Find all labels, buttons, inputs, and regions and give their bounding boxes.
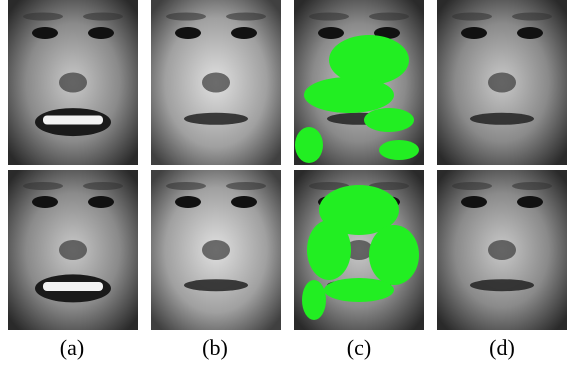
face-image (437, 170, 567, 330)
face-image (151, 0, 281, 165)
eye (88, 27, 114, 39)
eye (461, 27, 487, 39)
mouth (470, 279, 534, 292)
brow (166, 182, 206, 190)
green-region (324, 278, 394, 302)
nose (59, 72, 87, 93)
eye (318, 27, 344, 39)
caption: (b) (202, 335, 228, 360)
eye (231, 27, 257, 39)
nose (59, 240, 87, 260)
green-region (364, 108, 414, 132)
nose (202, 72, 230, 93)
nose (488, 240, 516, 260)
eye (175, 27, 201, 39)
green-region (319, 185, 399, 235)
eye (231, 196, 257, 208)
brow (452, 12, 492, 21)
eye (517, 196, 543, 208)
brow (23, 182, 63, 190)
eye (517, 27, 543, 39)
teeth (43, 282, 103, 291)
face-image (294, 0, 424, 165)
eye (461, 196, 487, 208)
green-region (369, 225, 419, 285)
green-region (307, 220, 351, 280)
brow (83, 12, 123, 21)
nose (202, 240, 230, 260)
brow (166, 12, 206, 21)
brow (309, 182, 349, 190)
brow (452, 182, 492, 190)
green-region (302, 280, 326, 320)
mouth (470, 112, 534, 125)
face-image (294, 170, 424, 330)
face-image (8, 0, 138, 165)
eye (88, 196, 114, 208)
caption: (c) (347, 335, 371, 360)
green-region (295, 127, 323, 163)
brow (369, 12, 409, 21)
brow (226, 182, 266, 190)
eye (374, 27, 400, 39)
brow (83, 182, 123, 190)
nose (488, 72, 516, 93)
face-image (437, 0, 567, 165)
caption: (d) (489, 335, 515, 360)
brow (512, 182, 552, 190)
green-region (304, 77, 394, 113)
eye (32, 27, 58, 39)
nose (345, 240, 373, 260)
green-region (379, 140, 419, 160)
face-image (151, 170, 281, 330)
mouth (184, 279, 248, 292)
green-region (329, 35, 409, 85)
brow (369, 182, 409, 190)
teeth (43, 115, 103, 125)
face-panels (8, 0, 567, 330)
eye (175, 196, 201, 208)
mouth (184, 112, 248, 125)
caption: (a) (60, 335, 84, 360)
brow (23, 12, 63, 21)
brow (309, 12, 349, 21)
brow (512, 12, 552, 21)
brow (226, 12, 266, 21)
face-image (8, 170, 138, 330)
eye (32, 196, 58, 208)
